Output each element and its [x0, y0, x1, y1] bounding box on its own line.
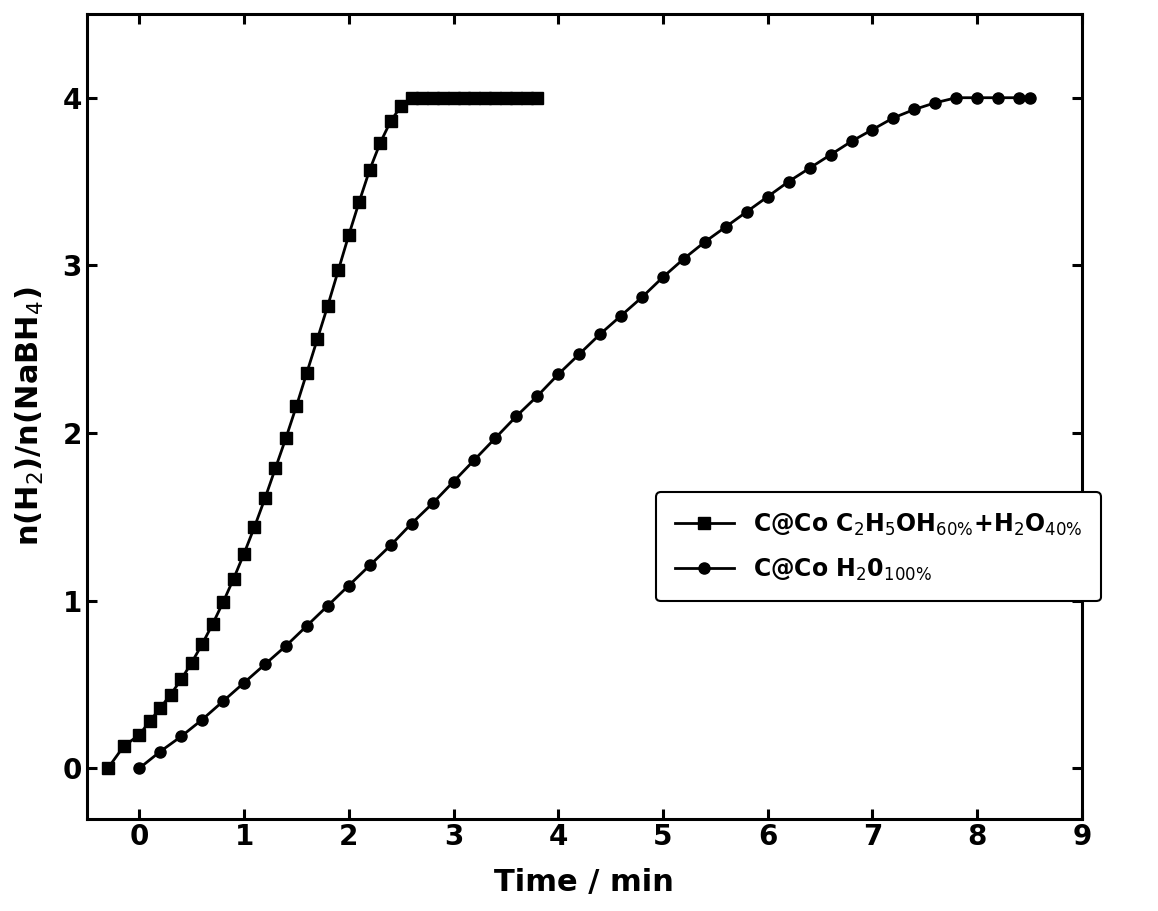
Legend: C@Co C$_2$H$_5$OH$_{60\%}$+H$_2$O$_{40\%}$, C@Co H$_2$0$_{100\%}$: C@Co C$_2$H$_5$OH$_{60\%}$+H$_2$O$_{40\%… [655, 493, 1101, 601]
Y-axis label: n(H$_2$)/n(NaBH$_4$): n(H$_2$)/n(NaBH$_4$) [14, 286, 46, 546]
X-axis label: Time / min: Time / min [494, 868, 674, 897]
